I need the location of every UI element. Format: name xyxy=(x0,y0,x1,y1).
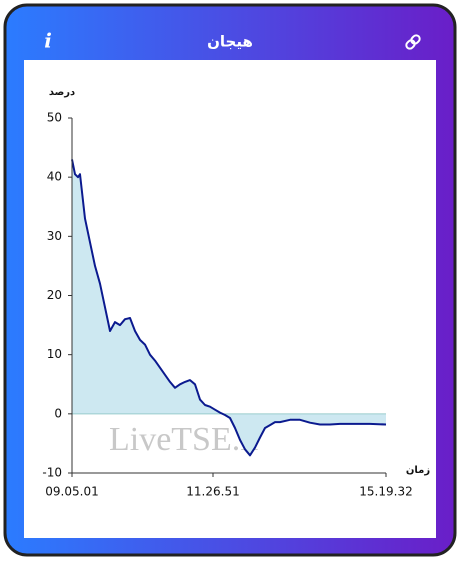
y-tick-label: 20 xyxy=(47,288,62,302)
info-button[interactable]: i xyxy=(44,29,52,53)
area xyxy=(72,159,386,456)
x-axis-title: زمان xyxy=(406,465,430,476)
y-tick-label: 50 xyxy=(47,111,62,125)
header-title: هیجان xyxy=(207,33,253,51)
y-tick-label: 30 xyxy=(47,229,62,243)
y-tick-label: 10 xyxy=(47,347,62,361)
x-tick-label: 15.19.32 xyxy=(359,485,412,499)
y-tick-label: 40 xyxy=(47,170,62,184)
line xyxy=(71,159,387,457)
x-tick-label: 11.26.51 xyxy=(186,485,239,499)
link-button[interactable] xyxy=(405,34,421,50)
y-tick-label: -10 xyxy=(42,466,62,480)
y-tick-label: 0 xyxy=(54,406,62,420)
y-axis-title: درصد xyxy=(49,87,75,98)
x-tick-label: 09.05.01 xyxy=(45,485,98,499)
